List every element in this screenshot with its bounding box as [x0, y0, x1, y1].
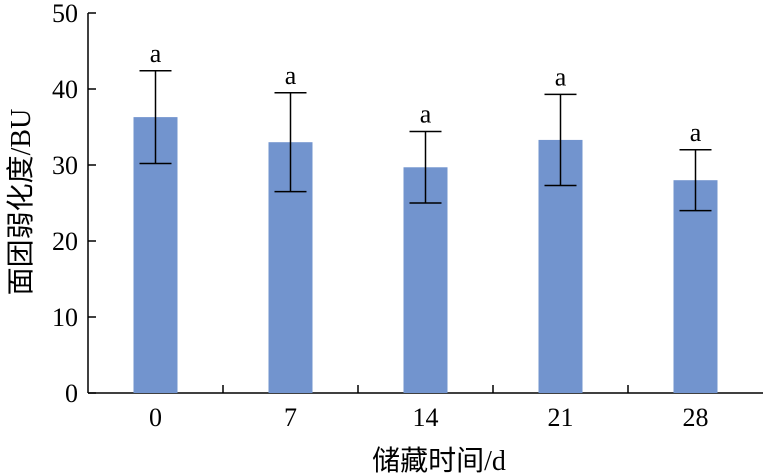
tick-labels: 0 10 20 30 40 50 a 0 a 7 a 14 a 21 a 28	[52, 0, 709, 432]
bar-28	[673, 180, 718, 393]
y-tick-label: 0	[65, 379, 78, 408]
x-tick-label: 28	[683, 403, 709, 432]
x-axis-title: 储藏时间/d	[372, 445, 506, 475]
y-tick-label: 30	[52, 151, 78, 180]
y-tick-label: 20	[52, 227, 78, 256]
significance-label: a	[420, 100, 432, 129]
significance-label: a	[555, 62, 567, 91]
bars	[133, 117, 718, 394]
bar-14	[403, 167, 448, 393]
x-tick-label: 7	[284, 403, 297, 432]
x-tick-label: 14	[413, 403, 439, 432]
x-tick-label: 0	[149, 403, 162, 432]
y-tick-label: 50	[52, 0, 78, 28]
x-tick-label: 21	[548, 403, 574, 432]
y-tick-label: 40	[52, 75, 78, 104]
error-bars	[139, 70, 712, 212]
significance-label: a	[150, 39, 162, 68]
y-axis-title: 面团弱化度/BU	[5, 109, 37, 296]
y-tick-label: 10	[52, 303, 78, 332]
significance-label: a	[690, 118, 702, 147]
significance-label: a	[285, 61, 297, 90]
